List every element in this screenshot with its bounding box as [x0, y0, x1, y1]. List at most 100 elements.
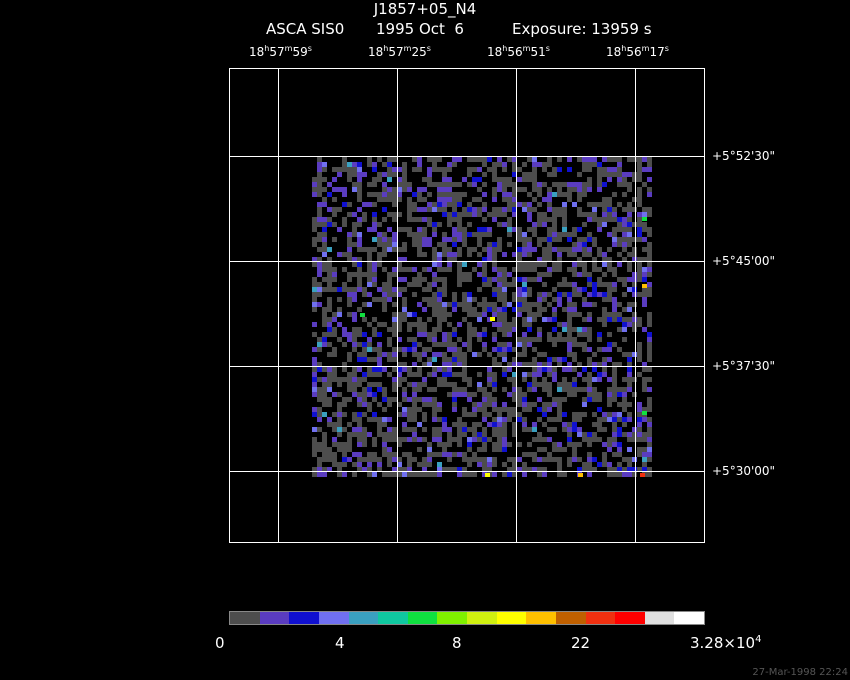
image-pixel	[627, 222, 632, 227]
image-pixel	[427, 182, 432, 187]
image-pixel	[332, 237, 337, 242]
image-pixel	[472, 312, 477, 317]
image-pixel	[332, 287, 337, 292]
image-pixel	[647, 177, 652, 182]
image-pixel	[407, 337, 412, 342]
image-pixel	[372, 222, 377, 227]
image-pixel	[627, 277, 632, 282]
image-pixel	[312, 182, 317, 187]
image-pixel	[627, 432, 632, 437]
image-pixel	[622, 407, 627, 412]
image-pixel	[617, 172, 622, 177]
image-pixel	[522, 392, 527, 397]
colorbar-segment	[318, 612, 349, 624]
image-pixel	[567, 247, 572, 252]
image-pixel	[587, 277, 592, 282]
image-pixel	[537, 437, 542, 442]
image-pixel	[522, 472, 527, 477]
image-pixel	[497, 352, 502, 357]
image-pixel	[367, 182, 372, 187]
image-pixel	[532, 267, 537, 272]
image-pixel	[487, 302, 492, 307]
image-pixel	[477, 382, 482, 387]
image-pixel	[467, 447, 472, 452]
image-pixel	[517, 292, 522, 297]
image-pixel	[597, 377, 602, 382]
image-pixel	[527, 237, 532, 242]
image-pixel	[437, 252, 442, 257]
image-pixel	[397, 177, 402, 182]
image-pixel	[522, 202, 527, 207]
image-pixel	[552, 212, 557, 217]
image-pixel	[392, 367, 397, 372]
image-pixel	[422, 397, 427, 402]
image-pixel	[462, 387, 467, 392]
image-pixel	[417, 167, 422, 172]
image-pixel	[357, 287, 362, 292]
image-pixel	[632, 302, 637, 307]
image-pixel	[532, 457, 537, 462]
image-pixel	[537, 242, 542, 247]
image-pixel	[567, 392, 572, 397]
image-pixel	[327, 317, 332, 322]
image-pixel	[592, 302, 597, 307]
image-pixel	[552, 402, 557, 407]
image-pixel	[437, 202, 442, 207]
image-pixel	[387, 167, 392, 172]
image-pixel	[392, 267, 397, 272]
image-pixel	[392, 317, 397, 322]
image-pixel	[582, 332, 587, 337]
image-pixel	[437, 382, 442, 387]
image-pixel	[557, 247, 562, 252]
image-pixel	[647, 367, 652, 372]
image-pixel	[517, 352, 522, 357]
image-pixel	[622, 397, 627, 402]
image-pixel	[627, 437, 632, 442]
image-pixel	[527, 407, 532, 412]
image-pixel	[582, 182, 587, 187]
image-pixel	[442, 187, 447, 192]
image-pixel	[347, 382, 352, 387]
image-pixel	[542, 317, 547, 322]
image-pixel	[612, 392, 617, 397]
image-pixel	[407, 437, 412, 442]
image-pixel	[402, 302, 407, 307]
image-pixel	[347, 372, 352, 377]
image-pixel	[417, 367, 422, 372]
image-pixel	[372, 397, 377, 402]
image-pixel	[577, 197, 582, 202]
image-pixel	[397, 262, 402, 267]
image-pixel	[592, 207, 597, 212]
image-pixel	[602, 452, 607, 457]
image-pixel	[612, 217, 617, 222]
image-pixel	[477, 167, 482, 172]
image-pixel	[497, 267, 502, 272]
image-pixel	[387, 282, 392, 287]
image-pixel	[492, 207, 497, 212]
image-pixel	[412, 352, 417, 357]
image-pixel	[557, 207, 562, 212]
image-pixel	[312, 387, 317, 392]
image-pixel	[562, 447, 567, 452]
image-pixel	[337, 227, 342, 232]
image-pixel	[547, 457, 552, 462]
image-pixel	[437, 292, 442, 297]
image-pixel	[347, 172, 352, 177]
image-pixel	[417, 322, 422, 327]
image-pixel	[317, 167, 322, 172]
image-pixel	[547, 232, 552, 237]
image-pixel	[477, 287, 482, 292]
image-pixel	[612, 287, 617, 292]
image-pixel	[447, 312, 452, 317]
image-pixel	[552, 217, 557, 222]
image-pixel	[567, 362, 572, 367]
image-pixel	[432, 372, 437, 377]
image-pixel	[492, 197, 497, 202]
image-pixel	[462, 242, 467, 247]
image-pixel	[532, 337, 537, 342]
image-pixel	[382, 307, 387, 312]
image-pixel	[432, 387, 437, 392]
image-pixel	[502, 282, 507, 287]
image-pixel	[597, 182, 602, 187]
image-pixel	[407, 457, 412, 462]
